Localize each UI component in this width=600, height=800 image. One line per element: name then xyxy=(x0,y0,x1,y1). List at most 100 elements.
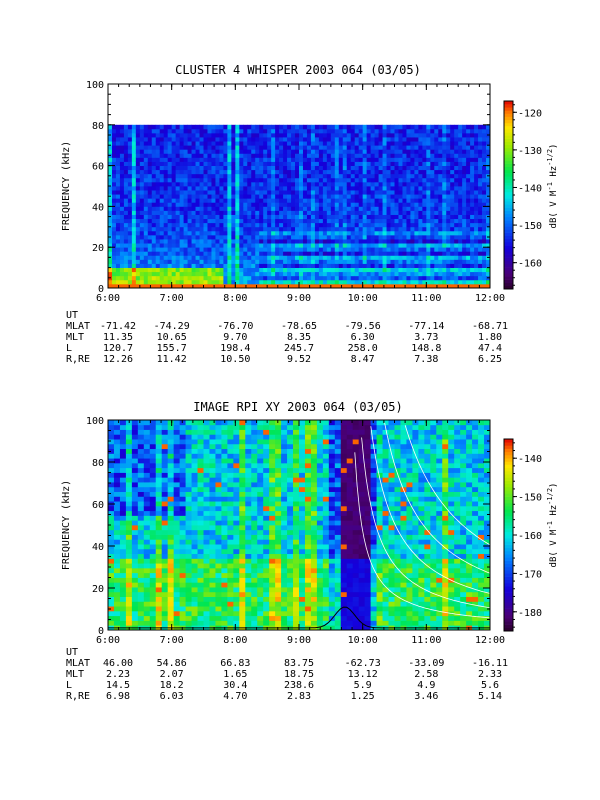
spectrogram-cell xyxy=(330,141,336,146)
spectrogram-cell xyxy=(398,226,403,232)
spectrogram-cell xyxy=(251,279,256,285)
spectrogram-cell xyxy=(362,145,368,150)
spectrogram-cell xyxy=(422,137,427,142)
spectrogram-cell xyxy=(247,263,252,268)
spectrogram-cell xyxy=(279,263,284,268)
spectrogram-cell xyxy=(414,279,419,285)
spectrogram-cell xyxy=(187,218,192,224)
spectrogram-cell xyxy=(418,283,423,289)
spectrogram-cell xyxy=(209,525,216,531)
spectrogram-cell xyxy=(342,173,348,179)
spectrogram-cell xyxy=(430,226,435,232)
spectrogram-cell xyxy=(322,141,328,146)
spectrogram-cell xyxy=(434,275,439,281)
spectrogram-cell xyxy=(131,486,139,492)
spectrogram-cell xyxy=(326,165,332,171)
spectrogram-cell xyxy=(330,239,336,244)
spectrogram-cell xyxy=(111,263,117,268)
spectrogram-cell xyxy=(131,177,137,183)
spectrogram-cell xyxy=(259,165,264,171)
spectrogram-cell xyxy=(195,141,200,146)
spectrogram-cell xyxy=(334,218,340,224)
spectrogram-cell xyxy=(426,190,431,195)
spectrogram-cell xyxy=(366,226,372,232)
spectrogram-cell xyxy=(171,194,177,199)
spectrogram-cell xyxy=(235,275,240,281)
spectrogram-cell xyxy=(362,230,368,236)
spectrogram-cell xyxy=(295,263,300,268)
spectrogram-cell xyxy=(458,247,463,252)
spectrogram-cell xyxy=(414,124,419,130)
spectrogram-cell xyxy=(386,137,391,142)
spectrogram-cell xyxy=(458,132,463,138)
spectrogram-cell xyxy=(223,157,228,162)
spectrogram-cell xyxy=(354,137,360,142)
spectrogram-cell xyxy=(358,255,364,260)
spectrogram-cell xyxy=(283,243,288,248)
spectrogram-cell xyxy=(215,263,220,268)
spectrogram-cell xyxy=(127,259,133,264)
spectrogram-cell xyxy=(446,218,451,224)
spectrogram-cell xyxy=(155,279,161,285)
spectrogram-cell xyxy=(131,202,137,207)
spectrogram-cell xyxy=(203,434,210,440)
spectrogram-cell xyxy=(310,243,316,248)
spectrogram-cell xyxy=(207,255,212,260)
spectrogram-cell xyxy=(470,263,475,268)
spectrogram-cell xyxy=(438,259,443,264)
spectrogram-cell xyxy=(470,161,475,166)
spectrogram-cell xyxy=(302,222,308,228)
spectrogram-cell xyxy=(221,515,228,521)
spectrogram-cell xyxy=(346,234,352,240)
spectrogram-cell xyxy=(446,267,451,273)
spectrogram-cell xyxy=(310,267,316,273)
spectrogram-cell xyxy=(362,226,368,232)
spectrogram-cell xyxy=(227,279,232,285)
spectrogram-cell xyxy=(474,263,479,268)
spectrogram-cell xyxy=(123,275,129,281)
spectrogram-cell xyxy=(199,247,204,252)
spectrogram-cell xyxy=(314,186,320,191)
spectrogram-cell xyxy=(119,491,127,497)
spectrogram-cell xyxy=(474,145,479,150)
spectrogram-cell xyxy=(478,210,483,215)
spectrogram-cell xyxy=(334,243,340,248)
spectrogram-cell xyxy=(330,132,336,138)
spectrogram-cell xyxy=(350,161,356,166)
spectrogram-cell xyxy=(279,255,284,260)
spectrogram-cell xyxy=(159,267,165,273)
spectrogram-cell xyxy=(161,448,169,454)
spectrogram-cell xyxy=(185,434,192,440)
spectrogram-cell xyxy=(482,251,487,256)
spectrogram-cell xyxy=(119,263,125,268)
spectrogram-cell xyxy=(438,251,443,256)
spectrogram-cell xyxy=(163,149,169,154)
spectrogram-cell xyxy=(183,279,188,285)
spectrogram-cell xyxy=(470,226,475,232)
spectrogram-cell xyxy=(486,128,491,134)
spectrogram-cell xyxy=(203,491,210,497)
spectrogram-cell xyxy=(108,141,113,146)
spectrogram-cell xyxy=(418,177,423,183)
spectrogram-cell xyxy=(310,206,316,211)
spectrogram-cell xyxy=(462,141,467,146)
spectrogram-cell xyxy=(326,161,332,166)
spectrogram-cell xyxy=(119,553,127,559)
spectrogram-cell xyxy=(406,239,411,244)
spectrogram-cell xyxy=(199,173,204,179)
spectrogram-cell xyxy=(342,132,348,138)
spectrogram-cell xyxy=(149,453,157,459)
spectrogram-cell xyxy=(338,218,344,224)
spectrogram-cell xyxy=(143,477,151,483)
spectrogram-cell xyxy=(402,239,407,244)
spectrogram-cell xyxy=(450,169,455,175)
spectrogram-cell xyxy=(239,124,244,130)
spectrogram-cell xyxy=(287,206,292,211)
spectrogram-cell xyxy=(115,210,121,215)
spectrogram-cell xyxy=(482,198,487,203)
spectrogram-cell xyxy=(185,448,192,454)
spectrogram-cell xyxy=(410,169,415,175)
spectrogram-cell xyxy=(458,263,463,268)
ephemeris-row-label: MLAT xyxy=(66,321,90,332)
spectrogram-cell xyxy=(326,202,332,207)
